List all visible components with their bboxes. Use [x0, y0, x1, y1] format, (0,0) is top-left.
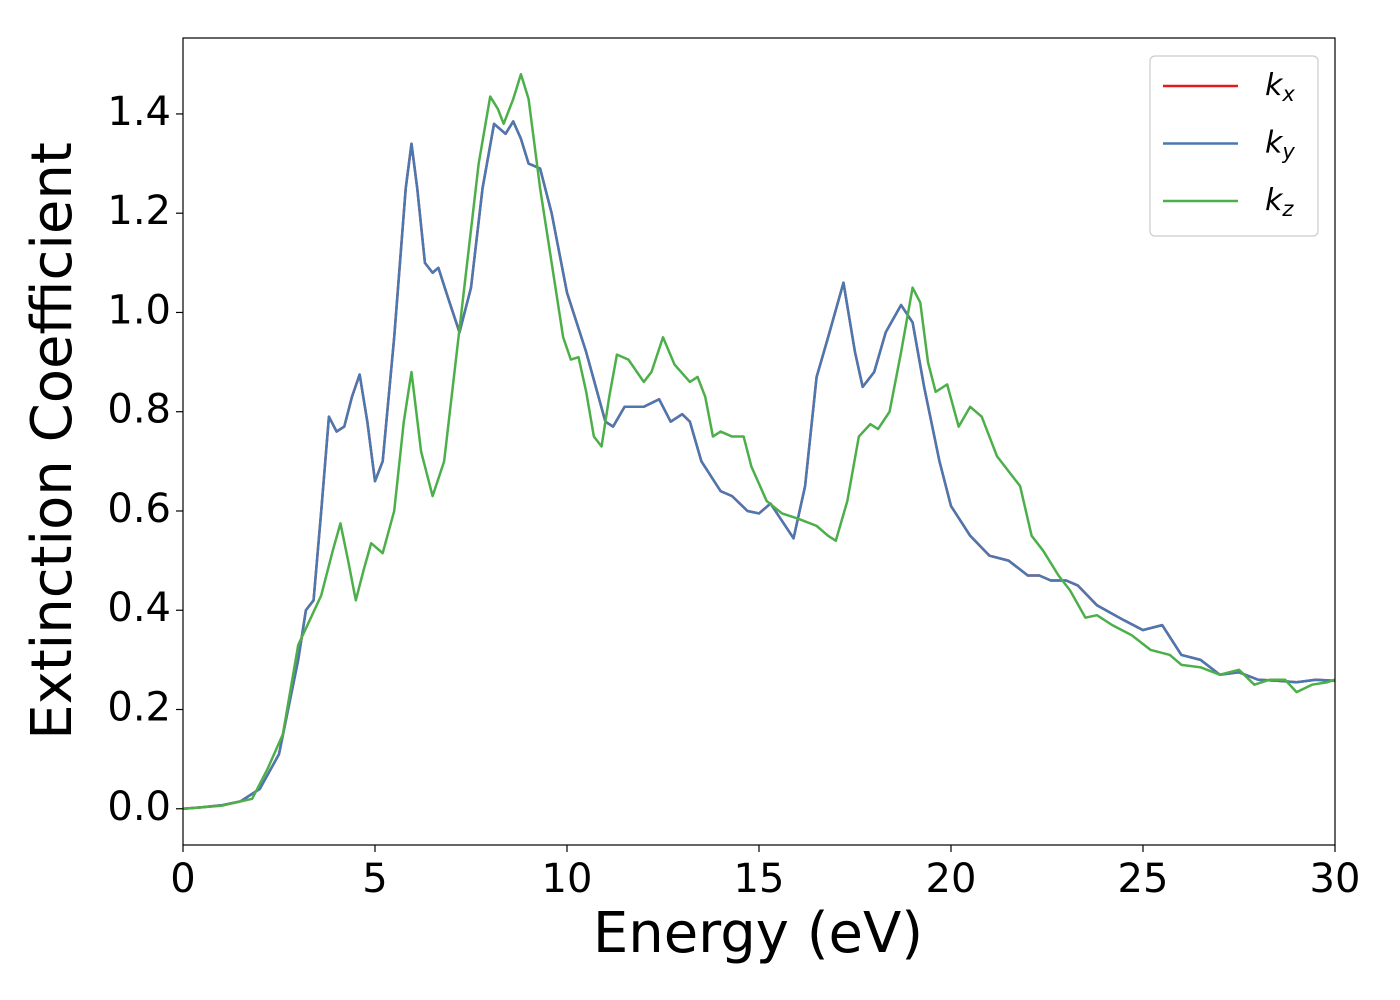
y-tick-label: 1.0 — [107, 287, 171, 333]
y-axis-label: Extinction Coefficient — [20, 142, 85, 740]
legend-label: kz — [1265, 183, 1294, 222]
y-tick-label: 0.2 — [107, 685, 171, 731]
series-line — [183, 72, 1335, 811]
plot-frame — [182, 37, 1336, 846]
x-tick-label: 15 — [734, 856, 785, 902]
x-tick-label: 30 — [1310, 856, 1361, 902]
y-tick-label: 0.6 — [107, 486, 171, 532]
x-tick-label: 5 — [362, 856, 387, 902]
legend-box — [1149, 55, 1319, 237]
y-tick-label: 1.4 — [107, 89, 171, 135]
x-tick-label: 25 — [1118, 856, 1169, 902]
series-line — [183, 120, 1335, 811]
legend: kx ky kz — [1149, 55, 1319, 237]
y-tick-label: 1.2 — [107, 188, 171, 234]
y-tick-label: 0.0 — [107, 784, 171, 830]
x-tick-label: 20 — [926, 856, 977, 902]
legend-label: ky — [1265, 125, 1295, 164]
y-tick-label: 0.4 — [107, 585, 171, 631]
x-tick-label: 10 — [542, 856, 593, 902]
x-tick-label: 0 — [170, 856, 195, 902]
y-tick-label: 0.8 — [107, 387, 171, 433]
legend-label: kx — [1265, 68, 1295, 107]
x-axis-label: Energy (eV) — [593, 901, 923, 966]
